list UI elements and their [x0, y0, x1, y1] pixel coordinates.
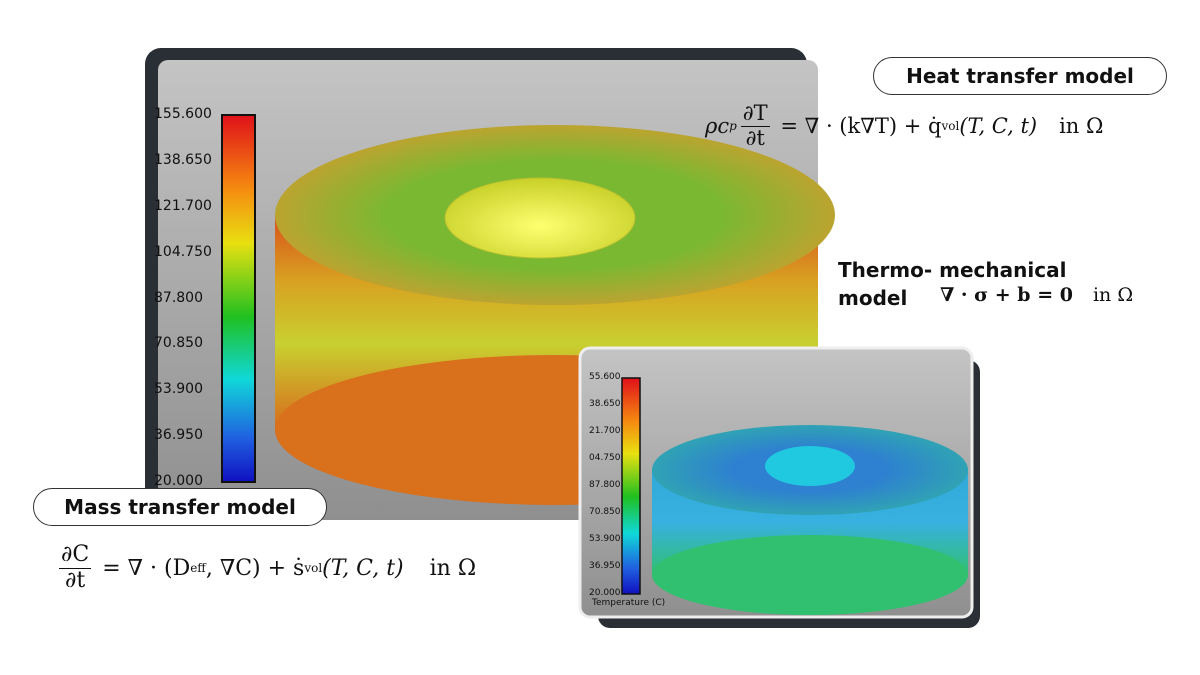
- eq-part: ∇ · σ + b = 0: [940, 284, 1073, 306]
- eq-part: ∂t: [745, 125, 765, 150]
- colorbar: [221, 114, 256, 483]
- eq-part: ρc: [705, 114, 730, 138]
- mass-label: Mass transfer model: [33, 488, 327, 526]
- heat-equation: ρc p ∂T ∂t = ∇ · (k∇T) + q̇ vol (T, C, t) in…: [705, 102, 1103, 150]
- inset-colorbar-title: Temperature (C): [592, 598, 666, 608]
- colorbar-tick-label: 36.950: [589, 561, 621, 571]
- eq-part: vol: [941, 119, 960, 133]
- eq-part: in Ω: [429, 555, 477, 581]
- thermo-label: Thermo- mechanical: [838, 258, 1067, 282]
- colorbar-tick-label: 70.850: [589, 507, 621, 517]
- colorbar-tick-label: 138.650: [154, 151, 212, 168]
- eq-part: vol: [304, 561, 323, 575]
- mass-equation: ∂C ∂t = ∇ · (D eff, ∇C) + ṡ vol (T, C, t) in…: [55, 540, 476, 596]
- colorbar-tick-label: 55.600: [589, 372, 621, 382]
- colorbar-tick-label: 36.950: [154, 427, 203, 444]
- colorbar-tick-label: 53.900: [154, 381, 203, 398]
- eq-part: ∂t: [65, 567, 86, 593]
- eq-part: ∂T: [740, 101, 770, 127]
- colorbar-tick-label: 121.700: [154, 197, 212, 214]
- thermo-label: model: [838, 286, 908, 310]
- eq-part: (T, C, t): [322, 555, 404, 581]
- heat-label: Heat transfer model: [873, 57, 1167, 95]
- inset-colorbar: [621, 377, 641, 595]
- eq-part: eff: [190, 561, 206, 575]
- colorbar-tick-label: 53.900: [589, 534, 621, 544]
- eq-part: ∂C: [59, 542, 92, 569]
- colorbar-tick-label: 04.750: [589, 453, 621, 463]
- colorbar-tick-label: 87.800: [154, 289, 203, 306]
- eq-part: in Ω: [1092, 284, 1134, 306]
- eq-part: , ∇C) + ṡ: [205, 555, 305, 581]
- colorbar-tick-label: 20.000: [154, 473, 203, 489]
- colorbar-tick-label: 155.600: [154, 106, 212, 122]
- inset-cylinder-bottom: [652, 535, 968, 615]
- colorbar-tick-label: 21.700: [589, 426, 621, 436]
- colorbar-tick-label: 20.000: [589, 588, 621, 598]
- eq-part: = ∇ · (k∇T) + q̇: [773, 114, 942, 138]
- colorbar-tick-label: 70.850: [154, 335, 203, 352]
- colorbar-tick-label: 104.750: [154, 243, 212, 260]
- colorbar-tick-label: 87.800: [589, 480, 621, 490]
- inset-cylinder-hole: [765, 446, 855, 486]
- eq-part: in Ω: [1059, 114, 1104, 138]
- eq-part: p: [729, 119, 737, 133]
- colorbar-tick-label: 38.650: [589, 399, 621, 409]
- eq-part: (T, C, t): [959, 114, 1038, 138]
- eq-part: = ∇ · (D: [95, 555, 191, 581]
- cylinder-hole: [444, 177, 636, 259]
- thermo-equation: ∇ · σ + b = 0 in Ω: [940, 284, 1133, 306]
